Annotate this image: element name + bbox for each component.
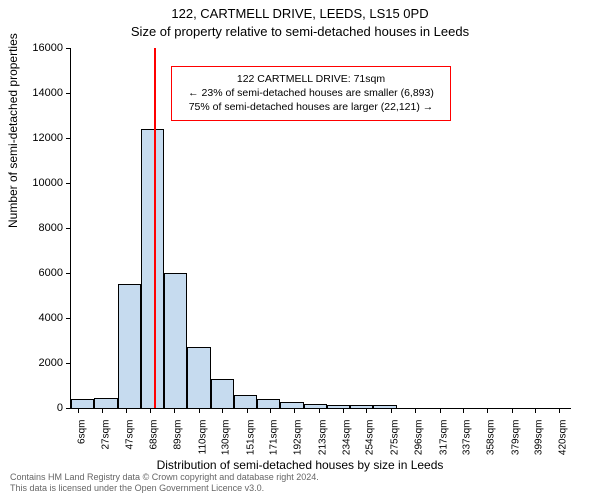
y-tick-label: 8000: [39, 222, 63, 234]
x-tick-label: 89sqm: [173, 420, 184, 450]
x-tick-label: 192sqm: [293, 420, 304, 456]
bar: [118, 284, 141, 408]
bar: [280, 402, 303, 408]
y-tick: [66, 48, 71, 49]
x-tick-label: 130sqm: [221, 420, 232, 456]
y-tick: [66, 273, 71, 274]
x-tick-label: 254sqm: [365, 420, 376, 456]
x-tick-label: 234sqm: [342, 420, 353, 456]
y-tick: [66, 93, 71, 94]
bar: [94, 398, 117, 408]
y-tick: [66, 138, 71, 139]
x-tick-label: 337sqm: [461, 420, 472, 456]
caption-line2: This data is licensed under the Open Gov…: [10, 483, 319, 494]
annotation-line: 75% of semi-detached houses are larger (…: [180, 100, 442, 114]
y-tick-label: 6000: [39, 267, 63, 279]
x-tick: [415, 408, 416, 413]
x-tick: [150, 408, 151, 413]
chart-container: 122, CARTMELL DRIVE, LEEDS, LS15 0PD Siz…: [0, 0, 600, 500]
x-tick-label: 379sqm: [510, 420, 521, 456]
bar: [141, 129, 164, 408]
x-tick: [270, 408, 271, 413]
x-tick: [319, 408, 320, 413]
y-tick-label: 14000: [32, 87, 63, 99]
annotation-line: 122 CARTMELL DRIVE: 71sqm: [180, 72, 442, 86]
y-tick: [66, 318, 71, 319]
x-tick: [126, 408, 127, 413]
x-tick: [512, 408, 513, 413]
x-tick-label: 110sqm: [197, 420, 208, 455]
x-tick: [222, 408, 223, 413]
y-axis-label: Number of semi-detached properties: [6, 33, 20, 228]
plot-area: 122 CARTMELL DRIVE: 71sqm← 23% of semi-d…: [70, 48, 571, 409]
caption: Contains HM Land Registry data © Crown c…: [10, 472, 319, 494]
bar: [304, 404, 327, 409]
x-tick: [463, 408, 464, 413]
bar: [327, 405, 350, 408]
bar: [71, 399, 94, 408]
x-axis-label: Distribution of semi-detached houses by …: [0, 458, 600, 472]
y-tick-label: 4000: [39, 312, 63, 324]
x-tick-label: 317sqm: [438, 420, 449, 456]
y-tick-label: 12000: [32, 132, 63, 144]
x-tick-label: 27sqm: [101, 420, 112, 450]
chart-title-line2: Size of property relative to semi-detach…: [0, 24, 600, 39]
x-tick-label: 47sqm: [124, 420, 135, 450]
x-tick: [440, 408, 441, 413]
y-tick: [66, 363, 71, 364]
x-tick-label: 420sqm: [558, 420, 569, 456]
y-tick-label: 0: [57, 402, 63, 414]
x-tick-label: 358sqm: [486, 420, 497, 456]
x-tick: [247, 408, 248, 413]
bar: [373, 405, 396, 408]
y-tick: [66, 183, 71, 184]
y-tick-label: 10000: [32, 177, 63, 189]
x-tick: [199, 408, 200, 413]
caption-line1: Contains HM Land Registry data © Crown c…: [10, 472, 319, 483]
y-tick-label: 2000: [39, 357, 63, 369]
x-tick-label: 399sqm: [533, 420, 544, 456]
x-tick-label: 296sqm: [414, 420, 425, 456]
x-tick: [366, 408, 367, 413]
bar: [164, 273, 187, 408]
x-tick: [174, 408, 175, 413]
y-tick: [66, 228, 71, 229]
annotation-box: 122 CARTMELL DRIVE: 71sqm← 23% of semi-d…: [171, 66, 451, 121]
y-tick-label: 16000: [32, 42, 63, 54]
x-tick: [102, 408, 103, 413]
reference-line: [154, 48, 156, 408]
bar: [187, 347, 210, 408]
bar: [350, 405, 373, 408]
x-tick: [78, 408, 79, 413]
x-tick-label: 213sqm: [317, 420, 328, 456]
x-tick: [294, 408, 295, 413]
x-tick: [343, 408, 344, 413]
x-tick-label: 275sqm: [389, 420, 400, 456]
bar: [234, 395, 257, 409]
x-tick-label: 171sqm: [268, 420, 279, 456]
x-tick-label: 151sqm: [245, 420, 256, 456]
x-tick-label: 68sqm: [149, 420, 160, 450]
x-tick: [391, 408, 392, 413]
chart-title-line1: 122, CARTMELL DRIVE, LEEDS, LS15 0PD: [0, 6, 600, 21]
x-tick: [559, 408, 560, 413]
x-tick-label: 6sqm: [76, 420, 87, 444]
x-tick: [487, 408, 488, 413]
y-tick: [66, 408, 71, 409]
bar: [257, 399, 280, 408]
annotation-line: ← 23% of semi-detached houses are smalle…: [180, 86, 442, 100]
bar: [211, 379, 234, 408]
x-tick: [535, 408, 536, 413]
